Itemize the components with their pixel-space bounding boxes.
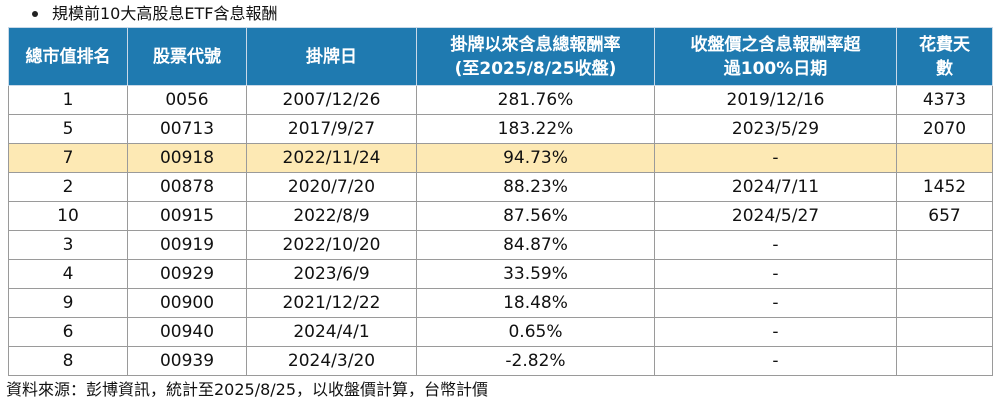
cell-listing-date: 2024/4/1 <box>246 317 417 347</box>
cell-ticker: 00929 <box>127 259 247 289</box>
cell-total-return: 183.22% <box>416 114 655 144</box>
page-title-text: 規模前10大高股息ETF含息報酬 <box>52 4 278 23</box>
header-listing-date: 掛牌日 <box>246 27 417 86</box>
table-row: 10 00915 2022/8/9 87.56% 2024/5/27 657 <box>8 201 993 231</box>
cell-total-return: 87.56% <box>416 201 655 231</box>
cell-ticker: 00713 <box>127 114 247 144</box>
cell-100pct-date: 2019/12/16 <box>654 85 897 115</box>
cell-days-taken <box>896 143 993 173</box>
table-header-row: 總市值排名 股票代號 掛牌日 掛牌以來含息總報酬率 (至2025/8/25收盤) … <box>8 27 993 86</box>
bullet-icon <box>32 11 38 17</box>
cell-100pct-date: - <box>654 230 897 260</box>
cell-days-taken: 2070 <box>896 114 993 144</box>
cell-total-return: 84.87% <box>416 230 655 260</box>
cell-ticker: 00900 <box>127 288 247 318</box>
table-row: 9 00900 2021/12/22 18.48% - <box>8 288 993 318</box>
cell-rank: 1 <box>8 85 128 115</box>
cell-100pct-date: - <box>654 288 897 318</box>
cell-100pct-date: 2024/5/27 <box>654 201 897 231</box>
cell-100pct-date: - <box>654 346 897 376</box>
cell-rank: 3 <box>8 230 128 260</box>
cell-rank: 10 <box>8 201 128 231</box>
cell-listing-date: 2007/12/26 <box>246 85 417 115</box>
cell-ticker: 00918 <box>127 143 247 173</box>
cell-days-taken <box>896 346 993 376</box>
cell-rank: 4 <box>8 259 128 289</box>
header-rank: 總市值排名 <box>8 27 128 86</box>
cell-rank: 6 <box>8 317 128 347</box>
cell-rank: 2 <box>8 172 128 202</box>
table-row: 2 00878 2020/7/20 88.23% 2024/7/11 1452 <box>8 172 993 202</box>
cell-ticker: 0056 <box>127 85 247 115</box>
cell-100pct-date: 2024/7/11 <box>654 172 897 202</box>
table-row: 4 00929 2023/6/9 33.59% - <box>8 259 993 289</box>
cell-days-taken: 1452 <box>896 172 993 202</box>
source-note: 資料來源：彭博資訊，統計至2025/8/25，以收盤價計算，台幣計價 <box>6 380 489 399</box>
cell-listing-date: 2022/8/9 <box>246 201 417 231</box>
cell-ticker: 00939 <box>127 346 247 376</box>
cell-listing-date: 2017/9/27 <box>246 114 417 144</box>
cell-total-return: 18.48% <box>416 288 655 318</box>
table-row: 3 00919 2022/10/20 84.87% - <box>8 230 993 260</box>
table-row: 1 0056 2007/12/26 281.76% 2019/12/16 4373 <box>8 85 993 115</box>
cell-100pct-date: - <box>654 143 897 173</box>
etf-returns-table: 總市值排名 股票代號 掛牌日 掛牌以來含息總報酬率 (至2025/8/25收盤) … <box>8 27 993 376</box>
cell-listing-date: 2022/11/24 <box>246 143 417 173</box>
cell-listing-date: 2022/10/20 <box>246 230 417 260</box>
cell-days-taken: 657 <box>896 201 993 231</box>
cell-rank: 7 <box>8 143 128 173</box>
cell-total-return: 0.65% <box>416 317 655 347</box>
cell-days-taken <box>896 259 993 289</box>
cell-total-return: 33.59% <box>416 259 655 289</box>
cell-days-taken <box>896 230 993 260</box>
cell-days-taken <box>896 288 993 318</box>
cell-ticker: 00919 <box>127 230 247 260</box>
cell-days-taken <box>896 317 993 347</box>
table-row: 8 00939 2024/3/20 -2.82% - <box>8 346 993 376</box>
cell-total-return: -2.82% <box>416 346 655 376</box>
header-100pct-date: 收盤價之含息報酬率超 過100%日期 <box>654 27 897 86</box>
cell-total-return: 88.23% <box>416 172 655 202</box>
header-days-taken: 花費天數 <box>896 27 993 86</box>
cell-rank: 8 <box>8 346 128 376</box>
cell-days-taken: 4373 <box>896 85 993 115</box>
cell-rank: 9 <box>8 288 128 318</box>
table-row: 7 00918 2022/11/24 94.73% - <box>8 143 993 173</box>
cell-listing-date: 2020/7/20 <box>246 172 417 202</box>
cell-listing-date: 2024/3/20 <box>246 346 417 376</box>
cell-ticker: 00878 <box>127 172 247 202</box>
cell-100pct-date: - <box>654 317 897 347</box>
page-title: 規模前10大高股息ETF含息報酬 <box>32 4 277 24</box>
cell-listing-date: 2021/12/22 <box>246 288 417 318</box>
header-total-return: 掛牌以來含息總報酬率 (至2025/8/25收盤) <box>416 27 655 86</box>
table-row: 5 00713 2017/9/27 183.22% 2023/5/29 2070 <box>8 114 993 144</box>
cell-total-return: 281.76% <box>416 85 655 115</box>
cell-listing-date: 2023/6/9 <box>246 259 417 289</box>
cell-ticker: 00940 <box>127 317 247 347</box>
table-row: 6 00940 2024/4/1 0.65% - <box>8 317 993 347</box>
header-ticker: 股票代號 <box>127 27 247 86</box>
cell-100pct-date: - <box>654 259 897 289</box>
cell-rank: 5 <box>8 114 128 144</box>
cell-ticker: 00915 <box>127 201 247 231</box>
cell-total-return: 94.73% <box>416 143 655 173</box>
cell-100pct-date: 2023/5/29 <box>654 114 897 144</box>
